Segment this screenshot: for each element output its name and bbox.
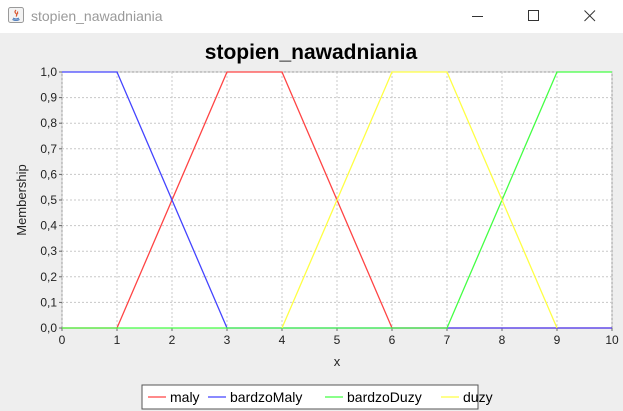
maximize-button[interactable] — [512, 0, 558, 33]
x-tick-label: 10 — [605, 333, 619, 347]
legend-label-bardzoMaly: bardzoMaly — [230, 389, 302, 405]
series-lines — [62, 71, 612, 329]
legend-box — [141, 384, 479, 410]
y-tick-label: 1,0 — [40, 65, 57, 79]
x-tick-label: 5 — [334, 333, 341, 347]
minimize-button[interactable] — [456, 0, 502, 33]
java-icon — [8, 7, 24, 23]
chart-title: stopien_nawadniania — [205, 41, 418, 64]
membership-chart: stopien_nawadniania 0 1 2 3 4 5 6 7 8 9 10 0,0 0,1 0,… — [14, 41, 619, 410]
series-line-duzy — [281, 71, 558, 329]
y-tick-label: 0,9 — [40, 91, 57, 105]
close-button[interactable] — [568, 0, 614, 33]
legend-label-duzy: duzy — [463, 389, 493, 405]
y-tick-label: 0,1 — [40, 295, 57, 309]
x-tick-label: 2 — [169, 333, 176, 347]
legend: maly bardzoMaly bardzoDuzy duzy — [141, 384, 493, 410]
x-tick-label: 4 — [279, 333, 286, 347]
legend-label-maly: maly — [170, 389, 200, 405]
axis-ticks: 0 1 2 3 4 5 6 7 8 9 10 0,0 0,1 0,2 0,3 0,4 0,5 0,6 0,7 0,8 0… — [40, 65, 619, 347]
y-tick-label: 0,7 — [40, 142, 57, 156]
chart-panel: stopien_nawadniania 0 1 2 3 4 5 6 7 8 9 10 0,0 0,1 0,… — [0, 33, 623, 411]
window-title: stopien_nawadniania — [31, 8, 163, 24]
y-tick-label: 0,2 — [40, 270, 57, 284]
y-tick-label: 0,4 — [40, 219, 57, 233]
x-tick-label: 9 — [554, 333, 561, 347]
x-tick-label: 0 — [59, 333, 66, 347]
x-axis-label: x — [334, 354, 341, 369]
minimize-icon — [472, 16, 483, 17]
maximize-icon — [528, 10, 539, 21]
window-titlebar: stopien_nawadniania — [0, 0, 623, 33]
y-tick-label: 0,5 — [40, 193, 57, 207]
y-tick-label: 0,8 — [40, 116, 57, 130]
legend-label-bardzoDuzy: bardzoDuzy — [347, 389, 422, 405]
y-tick-label: 0,6 — [40, 167, 57, 181]
x-tick-label: 1 — [114, 333, 121, 347]
close-icon — [584, 10, 596, 22]
x-tick-label: 7 — [444, 333, 451, 347]
x-tick-label: 6 — [389, 333, 396, 347]
y-axis-label: Membership — [14, 164, 29, 236]
y-tick-label: 0,3 — [40, 244, 57, 258]
x-tick-label: 3 — [224, 333, 231, 347]
x-tick-label: 8 — [499, 333, 506, 347]
y-tick-label: 0,0 — [40, 321, 57, 335]
